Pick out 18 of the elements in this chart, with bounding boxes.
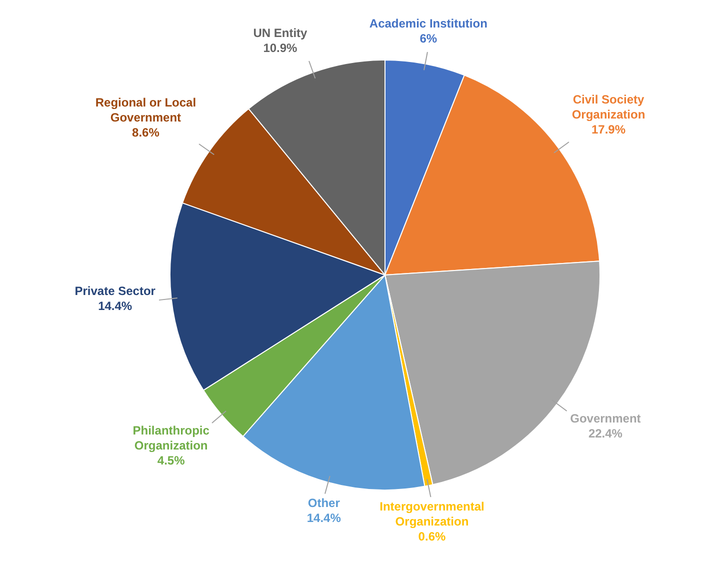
slice-label: Intergovernmental Organization xyxy=(380,499,484,528)
slice-label: Philanthropic Organization xyxy=(132,423,210,452)
data-label: 10.9% xyxy=(263,40,298,55)
data-label: 22.4% xyxy=(588,426,623,440)
data-label: 17.9% xyxy=(591,122,626,136)
data-label: 14.4% xyxy=(306,511,342,526)
data-label: 14.4% xyxy=(98,299,132,314)
slice-label: Government xyxy=(570,411,641,426)
data-label: 6% xyxy=(420,31,438,46)
slice-label: Regional or Local Government xyxy=(95,95,196,124)
slice-label: UN Entity xyxy=(253,26,308,40)
slice-label: Other xyxy=(308,496,340,510)
data-label: 4.5% xyxy=(157,453,186,468)
slice-label: Civil Society Organization xyxy=(572,92,646,122)
data-label: 0.6% xyxy=(418,529,446,544)
slice-label: Academic Institution xyxy=(369,16,488,30)
slice-label: Private Sector xyxy=(74,284,156,298)
data-label: 8.6% xyxy=(132,125,160,140)
